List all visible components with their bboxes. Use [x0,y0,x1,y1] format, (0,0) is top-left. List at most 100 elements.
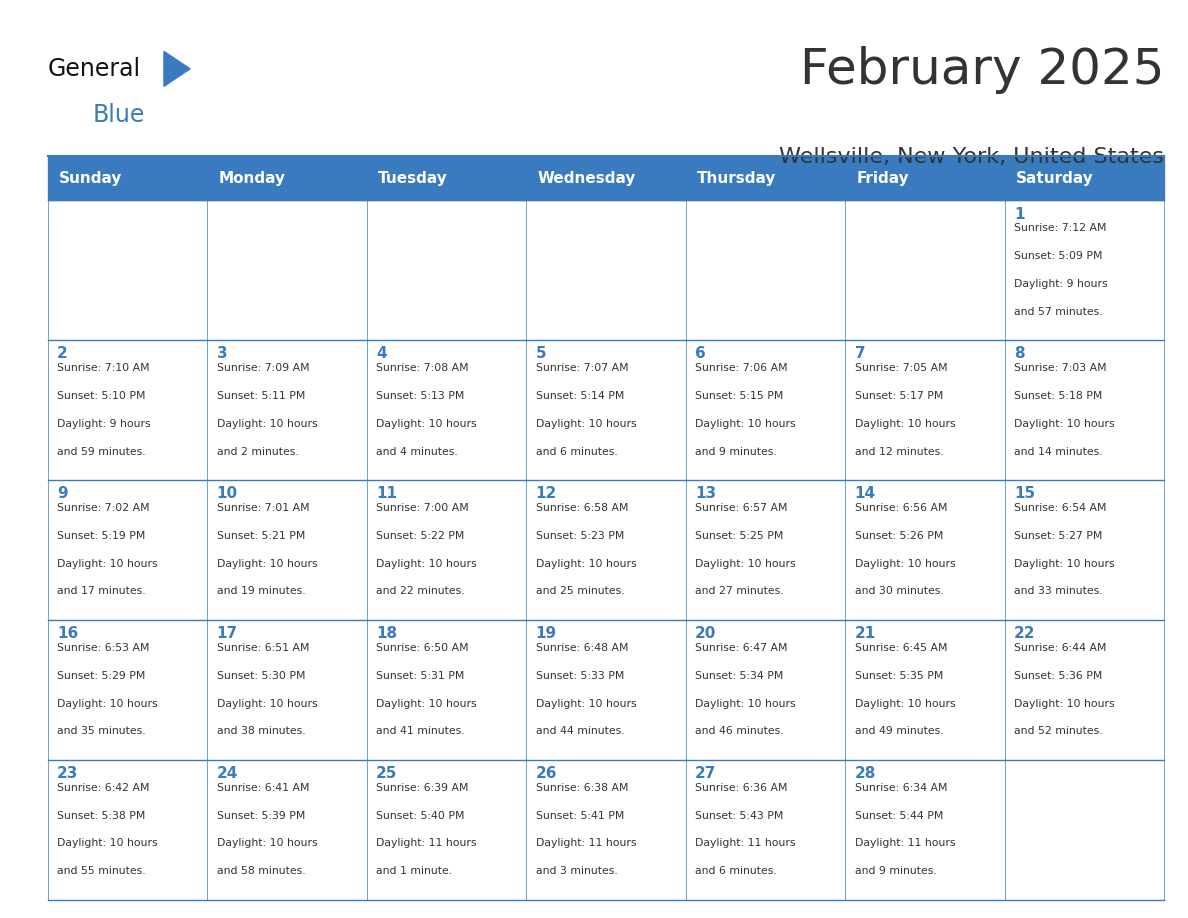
Text: Sunset: 5:36 PM: Sunset: 5:36 PM [1015,671,1102,680]
Text: Sunrise: 7:02 AM: Sunrise: 7:02 AM [57,503,150,513]
Text: Daylight: 10 hours: Daylight: 10 hours [695,419,796,429]
Text: Daylight: 11 hours: Daylight: 11 hours [854,838,955,848]
Text: Sunset: 5:17 PM: Sunset: 5:17 PM [854,391,943,401]
Text: 11: 11 [377,487,397,501]
Text: 9: 9 [57,487,68,501]
Text: and 12 minutes.: and 12 minutes. [854,446,943,456]
Text: and 17 minutes.: and 17 minutes. [57,587,146,597]
Text: Daylight: 10 hours: Daylight: 10 hours [377,558,476,568]
Text: Sunrise: 7:00 AM: Sunrise: 7:00 AM [377,503,469,513]
Text: Daylight: 10 hours: Daylight: 10 hours [695,558,796,568]
Text: and 1 minute.: and 1 minute. [377,867,453,877]
Text: Sunrise: 7:07 AM: Sunrise: 7:07 AM [536,363,628,373]
Text: and 27 minutes.: and 27 minutes. [695,587,784,597]
Text: Sunrise: 6:58 AM: Sunrise: 6:58 AM [536,503,628,513]
Text: Monday: Monday [219,171,285,185]
Text: and 22 minutes.: and 22 minutes. [377,587,465,597]
Text: Sunrise: 6:57 AM: Sunrise: 6:57 AM [695,503,788,513]
Text: 24: 24 [216,767,238,781]
FancyBboxPatch shape [367,156,526,200]
Text: Sunrise: 7:12 AM: Sunrise: 7:12 AM [1015,223,1107,233]
Text: 6: 6 [695,346,706,362]
Text: 10: 10 [216,487,238,501]
Text: Daylight: 10 hours: Daylight: 10 hours [57,699,158,709]
Text: Daylight: 10 hours: Daylight: 10 hours [377,419,476,429]
Text: and 9 minutes.: and 9 minutes. [695,446,777,456]
Text: Sunrise: 6:53 AM: Sunrise: 6:53 AM [57,643,150,653]
Text: Daylight: 10 hours: Daylight: 10 hours [854,699,955,709]
Text: Thursday: Thursday [697,171,776,185]
Text: Sunset: 5:15 PM: Sunset: 5:15 PM [695,391,784,401]
Text: Sunrise: 6:51 AM: Sunrise: 6:51 AM [216,643,309,653]
Text: Sunset: 5:27 PM: Sunset: 5:27 PM [1015,531,1102,541]
Text: February 2025: February 2025 [800,46,1164,94]
Text: Daylight: 10 hours: Daylight: 10 hours [1015,699,1114,709]
Text: 16: 16 [57,626,78,642]
Text: Daylight: 10 hours: Daylight: 10 hours [57,558,158,568]
Text: Sunday: Sunday [58,171,122,185]
FancyBboxPatch shape [526,156,685,200]
Text: Sunset: 5:09 PM: Sunset: 5:09 PM [1015,251,1102,261]
Text: 1: 1 [1015,207,1025,221]
Text: Sunset: 5:10 PM: Sunset: 5:10 PM [57,391,145,401]
Text: and 9 minutes.: and 9 minutes. [854,867,936,877]
Text: Sunrise: 7:01 AM: Sunrise: 7:01 AM [216,503,309,513]
Text: Wellsville, New York, United States: Wellsville, New York, United States [779,147,1164,167]
Text: Sunrise: 7:10 AM: Sunrise: 7:10 AM [57,363,150,373]
Text: 7: 7 [854,346,865,362]
Text: 15: 15 [1015,487,1035,501]
Text: 25: 25 [377,767,398,781]
Text: 20: 20 [695,626,716,642]
Text: and 44 minutes.: and 44 minutes. [536,726,624,736]
Text: Sunset: 5:30 PM: Sunset: 5:30 PM [216,671,305,680]
Text: 19: 19 [536,626,557,642]
FancyBboxPatch shape [845,156,1005,200]
Text: Sunrise: 7:08 AM: Sunrise: 7:08 AM [377,363,469,373]
Text: and 14 minutes.: and 14 minutes. [1015,446,1102,456]
Text: Sunset: 5:14 PM: Sunset: 5:14 PM [536,391,624,401]
Text: 5: 5 [536,346,546,362]
Text: 14: 14 [854,487,876,501]
Text: Sunrise: 7:05 AM: Sunrise: 7:05 AM [854,363,947,373]
FancyBboxPatch shape [207,156,367,200]
Text: Sunrise: 6:41 AM: Sunrise: 6:41 AM [216,783,309,792]
Text: and 19 minutes.: and 19 minutes. [216,587,305,597]
Polygon shape [164,51,190,86]
Text: 4: 4 [377,346,387,362]
Text: Sunset: 5:31 PM: Sunset: 5:31 PM [377,671,465,680]
Text: Sunrise: 7:03 AM: Sunrise: 7:03 AM [1015,363,1107,373]
Text: Sunrise: 6:54 AM: Sunrise: 6:54 AM [1015,503,1107,513]
Text: 17: 17 [216,626,238,642]
Text: Daylight: 11 hours: Daylight: 11 hours [695,838,796,848]
Text: 18: 18 [377,626,397,642]
Text: and 52 minutes.: and 52 minutes. [1015,726,1102,736]
Text: Sunset: 5:44 PM: Sunset: 5:44 PM [854,811,943,821]
Text: 26: 26 [536,767,557,781]
Text: Sunset: 5:23 PM: Sunset: 5:23 PM [536,531,624,541]
Text: Daylight: 10 hours: Daylight: 10 hours [57,838,158,848]
Text: and 41 minutes.: and 41 minutes. [377,726,465,736]
Text: Daylight: 10 hours: Daylight: 10 hours [536,699,637,709]
Text: and 25 minutes.: and 25 minutes. [536,587,624,597]
Text: Sunset: 5:35 PM: Sunset: 5:35 PM [854,671,943,680]
Text: Daylight: 11 hours: Daylight: 11 hours [377,838,476,848]
Text: Sunrise: 6:38 AM: Sunrise: 6:38 AM [536,783,628,792]
Text: and 38 minutes.: and 38 minutes. [216,726,305,736]
Text: Sunrise: 6:48 AM: Sunrise: 6:48 AM [536,643,628,653]
Text: and 2 minutes.: and 2 minutes. [216,446,298,456]
Text: Sunrise: 6:45 AM: Sunrise: 6:45 AM [854,643,947,653]
Text: Blue: Blue [93,103,145,127]
Text: Sunset: 5:40 PM: Sunset: 5:40 PM [377,811,465,821]
Text: Daylight: 10 hours: Daylight: 10 hours [536,558,637,568]
Text: Daylight: 10 hours: Daylight: 10 hours [216,558,317,568]
Text: and 6 minutes.: and 6 minutes. [695,867,777,877]
Text: Daylight: 10 hours: Daylight: 10 hours [1015,419,1114,429]
Text: Sunrise: 6:39 AM: Sunrise: 6:39 AM [377,783,468,792]
Text: and 33 minutes.: and 33 minutes. [1015,587,1102,597]
Text: Daylight: 9 hours: Daylight: 9 hours [1015,279,1108,289]
Text: 3: 3 [216,346,227,362]
Text: Daylight: 9 hours: Daylight: 9 hours [57,419,151,429]
Text: Sunset: 5:29 PM: Sunset: 5:29 PM [57,671,145,680]
Text: Daylight: 10 hours: Daylight: 10 hours [1015,558,1114,568]
Text: Daylight: 11 hours: Daylight: 11 hours [536,838,636,848]
